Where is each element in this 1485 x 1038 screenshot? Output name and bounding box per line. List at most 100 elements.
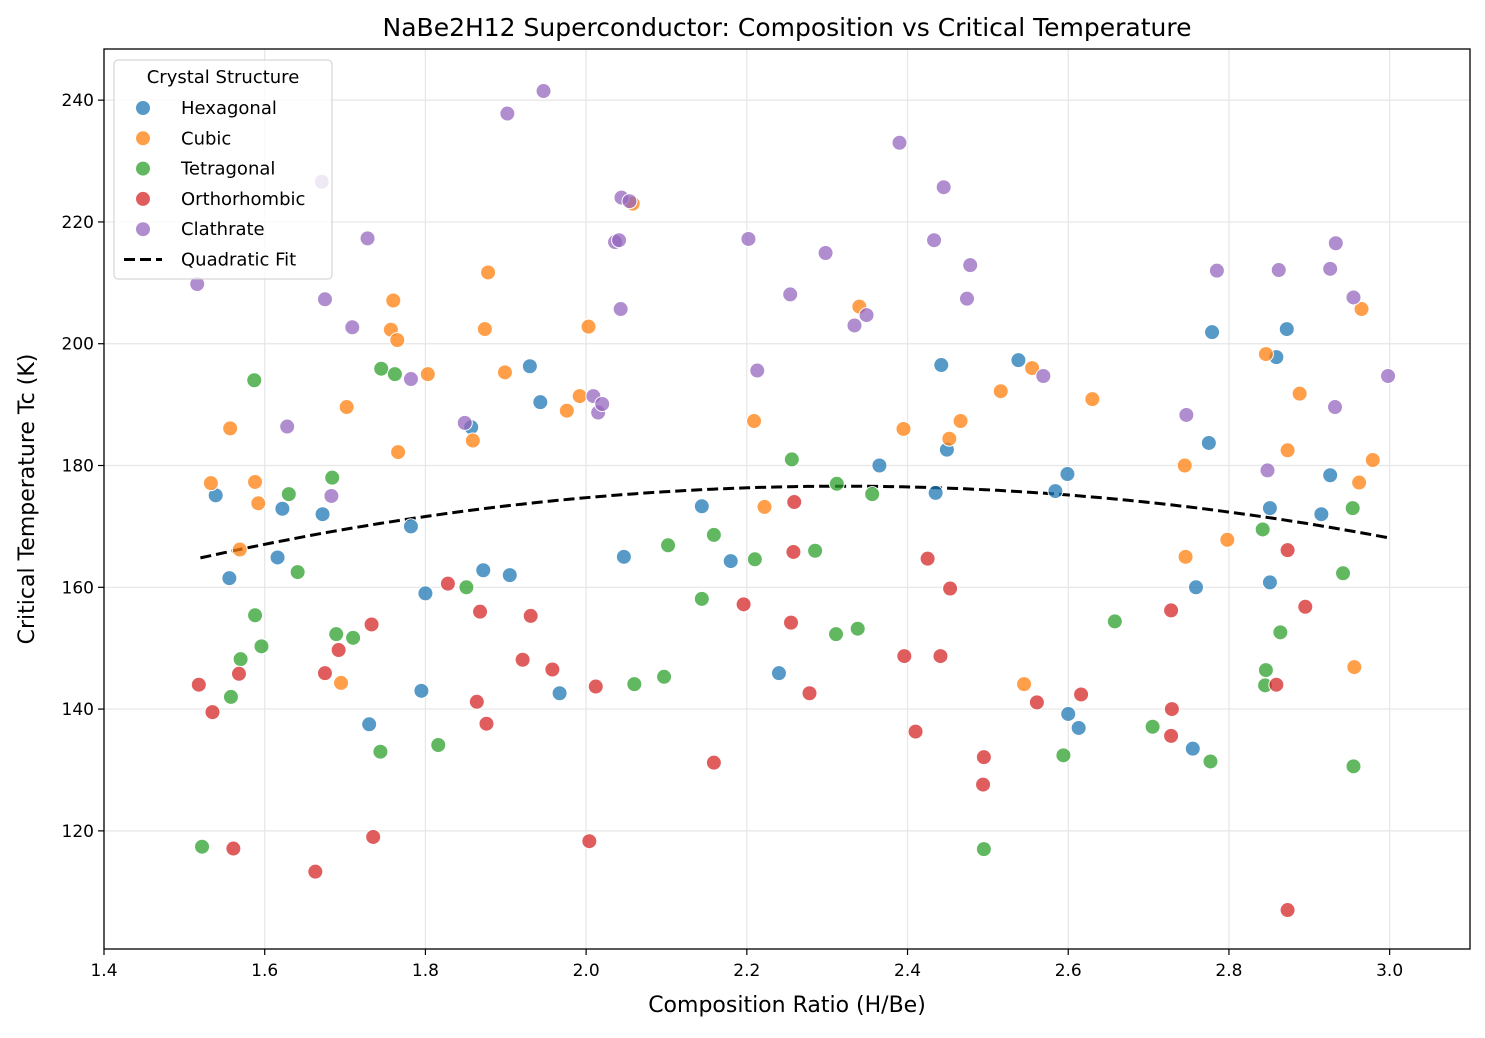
data-point	[430, 737, 447, 754]
data-point	[316, 291, 333, 308]
data-point	[891, 134, 908, 151]
data-point	[532, 394, 549, 411]
data-point	[338, 399, 355, 416]
data-point	[551, 685, 568, 702]
data-point	[419, 366, 436, 383]
data-point	[1028, 694, 1045, 711]
data-point	[1202, 753, 1219, 770]
data-point	[1144, 718, 1161, 735]
data-point	[478, 715, 495, 732]
x-tick-label: 2.6	[1055, 961, 1082, 981]
data-point	[389, 332, 406, 349]
legend-marker-tetragonal	[135, 160, 151, 177]
data-point	[1070, 719, 1087, 736]
data-point	[499, 105, 516, 122]
data-point	[1345, 289, 1362, 306]
data-point	[1176, 457, 1193, 474]
data-point	[1208, 262, 1225, 279]
data-point	[828, 626, 845, 643]
data-point	[615, 548, 632, 565]
legend-label: Orthorhombic	[181, 189, 305, 210]
series-hexagonal	[207, 321, 1339, 757]
series-tetragonal	[194, 360, 1362, 858]
x-tick-label: 2.0	[573, 961, 600, 981]
data-point	[864, 486, 881, 503]
data-point	[464, 432, 481, 449]
data-point	[941, 430, 958, 447]
data-point	[316, 665, 333, 682]
data-point	[783, 451, 800, 468]
data-point	[365, 828, 382, 845]
data-point	[807, 542, 824, 559]
data-point	[907, 723, 924, 740]
legend-label: Clathrate	[181, 219, 265, 240]
data-point	[626, 676, 643, 693]
data-point	[786, 494, 803, 511]
data-point	[1272, 624, 1289, 641]
x-tick-label: 2.2	[733, 961, 760, 981]
data-point	[580, 318, 597, 335]
data-point	[1059, 466, 1076, 483]
data-point	[612, 301, 629, 318]
data-point	[373, 360, 390, 377]
y-axis-label: Critical Temperature Tc (K)	[15, 354, 40, 645]
data-point	[1346, 659, 1363, 676]
points-layer	[189, 83, 1397, 919]
data-point	[992, 383, 1009, 400]
data-point	[952, 413, 969, 430]
legend-label: Hexagonal	[181, 98, 277, 119]
legend-box	[113, 59, 333, 280]
legend-marker-clathrate	[135, 221, 151, 238]
data-point	[1163, 727, 1180, 744]
data-point	[202, 475, 219, 492]
data-point	[522, 607, 539, 624]
chart-title: NaBe2H12 Superconductor: Composition vs …	[383, 13, 1192, 42]
data-point	[190, 676, 207, 693]
data-point	[858, 307, 875, 324]
data-point	[1291, 385, 1308, 402]
data-point	[269, 549, 286, 566]
legend-marker-orthorhombic	[135, 190, 151, 207]
data-point	[1257, 346, 1274, 363]
data-point	[544, 661, 561, 678]
data-point	[535, 83, 552, 100]
data-point	[1335, 565, 1352, 582]
x-axis-label: Composition Ratio (H/Be)	[648, 993, 926, 1018]
data-point	[1035, 367, 1052, 384]
data-point	[1163, 602, 1180, 619]
legend-marker-hexagonal	[135, 100, 151, 116]
data-point	[1204, 324, 1221, 341]
data-point	[942, 580, 959, 597]
data-point	[1024, 360, 1041, 377]
data-point	[735, 596, 752, 613]
data-point	[307, 863, 324, 880]
data-point	[749, 362, 766, 379]
data-point	[501, 567, 518, 584]
data-point	[975, 776, 992, 793]
data-point	[975, 749, 992, 766]
data-point	[693, 590, 710, 607]
data-point	[801, 685, 818, 702]
x-axis: 1.4 1.6 1.8 2.0 2.2 2.4 2.6 2.8 3.0	[90, 949, 1403, 981]
data-point	[330, 642, 347, 659]
data-point	[919, 550, 936, 567]
data-point	[1261, 500, 1278, 517]
data-point	[324, 469, 341, 486]
data-point	[571, 388, 588, 405]
data-point	[328, 626, 345, 643]
data-point	[1279, 542, 1296, 559]
data-point	[740, 230, 757, 247]
data-point	[472, 603, 489, 620]
x-tick-label: 1.8	[412, 961, 439, 981]
data-point	[849, 620, 866, 637]
data-point	[1010, 352, 1027, 369]
data-point	[246, 372, 263, 389]
data-point	[1270, 262, 1287, 279]
legend: Crystal Structure Hexagonal Cubic Tetragon…	[113, 59, 333, 280]
data-point	[225, 840, 242, 857]
data-point	[385, 292, 402, 309]
legend-title: Crystal Structure	[147, 67, 300, 88]
series-orthorhombic	[190, 494, 1314, 919]
data-point	[250, 495, 267, 512]
